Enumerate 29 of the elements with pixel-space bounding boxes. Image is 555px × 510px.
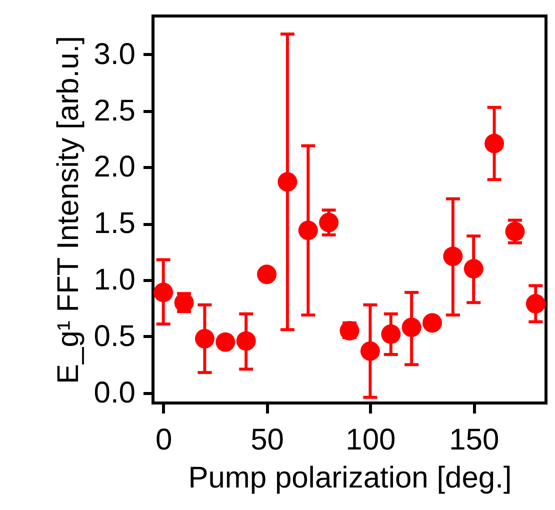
point <box>360 341 380 361</box>
point <box>154 282 174 302</box>
y-tick-label: 2.5 <box>94 94 136 128</box>
x-tick-label: 100 <box>346 424 396 456</box>
point <box>402 318 422 338</box>
point <box>216 332 236 352</box>
y-axis-title: E_g¹ FFT Intensity [arb.u.] <box>52 36 85 384</box>
point <box>464 259 484 278</box>
y-tick-label: 1.0 <box>94 264 136 297</box>
y-tick-label: 1.5 <box>94 207 136 240</box>
x-tick-label: 0 <box>156 424 172 456</box>
y-tick-label: 0.5 <box>94 320 136 353</box>
point <box>236 331 256 351</box>
point <box>381 324 401 344</box>
point <box>319 212 339 232</box>
point <box>422 313 442 333</box>
y-tick-label: 0.0 <box>94 376 136 410</box>
point <box>443 246 463 266</box>
x-axis-title: Pump polarization [deg.] <box>188 462 512 494</box>
x-tick-label: 50 <box>250 424 284 456</box>
point <box>257 264 277 284</box>
point <box>298 220 318 240</box>
point <box>484 134 504 154</box>
point <box>194 328 214 348</box>
x-tick-label: 150 <box>449 424 500 456</box>
y-tick-label: 3.0 <box>94 38 136 71</box>
point <box>526 294 546 314</box>
point <box>278 172 298 192</box>
y-tick-label: 2.0 <box>94 150 136 184</box>
